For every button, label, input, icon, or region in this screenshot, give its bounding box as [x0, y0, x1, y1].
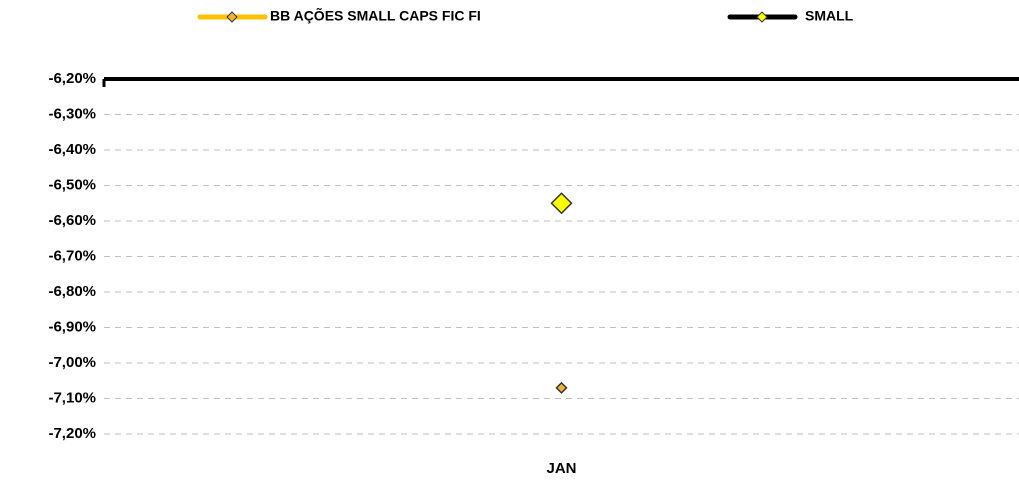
data-point	[550, 192, 573, 215]
legend-marker	[226, 11, 238, 23]
data-point	[555, 381, 568, 394]
y-tick-label: -7,00%	[48, 354, 96, 371]
y-tick-label: -6,60%	[48, 212, 96, 229]
y-tick-label: -6,40%	[48, 141, 96, 158]
y-tick-label: -6,50%	[48, 176, 96, 193]
y-tick-label: -6,80%	[48, 283, 96, 300]
y-tick-label: -6,90%	[48, 318, 96, 335]
legend-label: BB AÇÕES SMALL CAPS FIC FI	[270, 7, 481, 24]
x-tick-label: JAN	[546, 460, 576, 477]
y-tick-label: -7,20%	[48, 425, 96, 442]
y-tick-label: -7,10%	[48, 389, 96, 406]
y-tick-label: -6,20%	[48, 70, 96, 87]
y-tick-label: -6,30%	[48, 105, 96, 122]
legend-label: SMALL	[805, 8, 854, 24]
legend-marker	[756, 11, 768, 23]
y-tick-label: -6,70%	[48, 247, 96, 264]
